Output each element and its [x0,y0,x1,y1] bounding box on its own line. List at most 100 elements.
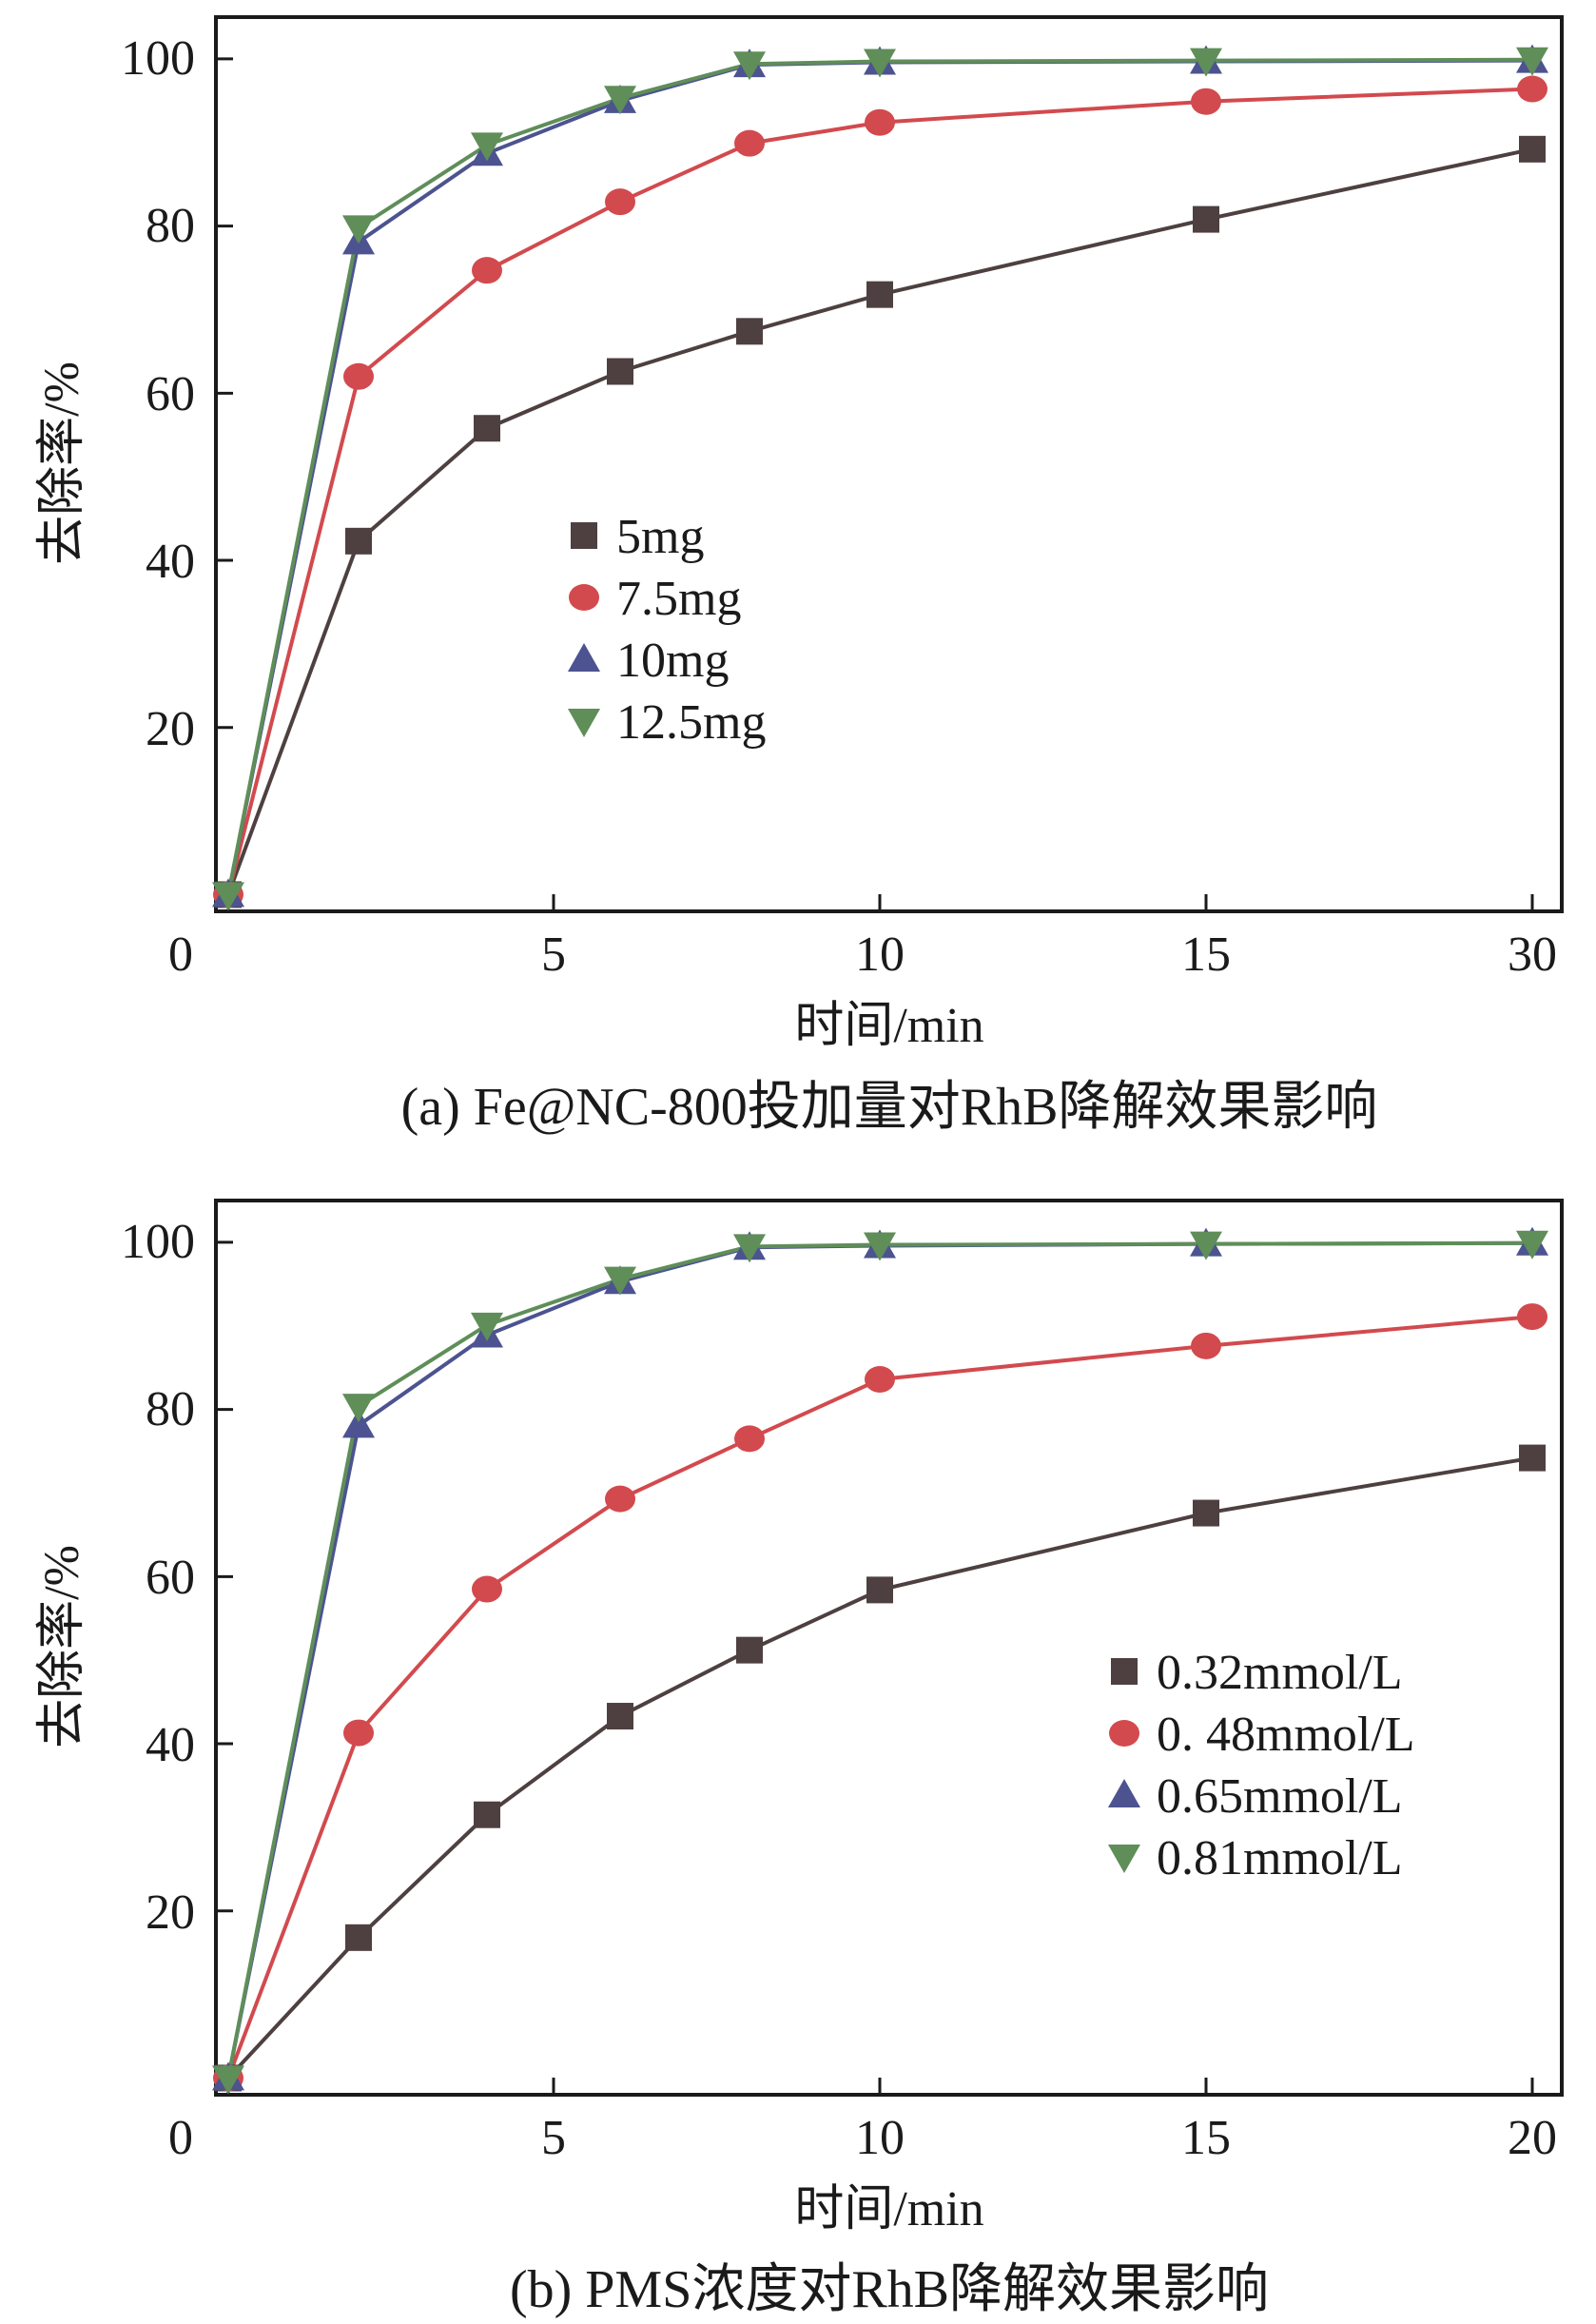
data-point-s1 [866,1576,893,1604]
x-tick-label: 0 [168,928,193,982]
x-axis-label: 时间/min [794,2182,983,2236]
legend-marker-shape [1108,1779,1140,1807]
data-point-s4 [1516,1230,1548,1260]
x-tick-labels: 0 5 10 15 30 [168,928,1557,982]
legend-marker-shape [571,522,597,549]
series-line-1 [226,1455,1533,2080]
legend-label: 0.32mmol/L [1157,1646,1403,1700]
data-point-s4 [864,49,896,78]
legend-label: 0. 48mmol/L [1157,1708,1415,1762]
panel-b: 0 5 10 15 20 20 40 60 80 100 时间/min 去除率/… [35,1199,1564,2319]
y-tick-label: 20 [146,1885,195,1940]
data-point-s4 [733,1234,766,1263]
series-line-4 [226,1240,1533,2079]
data-point-s2 [1517,1303,1547,1331]
legend-marker [1109,1720,1139,1747]
legend-marker [1108,1779,1140,1807]
y-tick-label: 80 [146,1382,195,1436]
series-layer [212,44,1548,911]
legend-marker-shape [569,584,599,611]
series-line-2 [226,87,1533,895]
y-tick-label: 40 [146,1718,195,1772]
data-point-s2 [734,129,765,157]
legend-label: 5mg [616,510,704,564]
x-axis-label: 时间/min [794,999,983,1053]
data-point-s2 [343,362,374,390]
ticks [216,57,1534,911]
data-point-s4 [471,1312,503,1341]
legend-marker [1111,1658,1138,1685]
data-point-s1 [1519,135,1546,163]
legend-label: 0.81mmol/L [1157,1831,1403,1885]
data-point-s1 [866,281,893,308]
data-point-s1 [1519,1444,1546,1472]
data-point-s1 [345,1924,372,1951]
legend-label: 10mg [616,634,729,688]
plot-frame [214,15,1564,913]
data-point-s1 [474,415,500,442]
legend-label: 0.65mmol/L [1157,1769,1403,1824]
y-tick-label: 60 [146,1551,195,1605]
legend-marker-shape [568,709,600,737]
data-point-s1 [474,1801,500,1828]
x-tick-labels: 0 5 10 15 20 [168,2111,1557,2165]
y-tick-label: 40 [146,535,195,589]
y-axis-label: 去除率/% [35,361,89,565]
panel-a: 0 5 10 15 30 20 40 60 80 100 时间/min 去除率/… [35,15,1564,1137]
y-tick-label: 60 [146,367,195,421]
x-tick-label: 15 [1181,2111,1231,2165]
data-point-s2 [1191,88,1221,115]
legend: 0.32mmol/L 0. 48mmol/L 0.65mmol/L 0.81mm… [1108,1646,1415,1885]
series-layer [212,1226,1548,2095]
series-line-4 [226,57,1533,895]
data-point-s4 [1516,47,1548,76]
data-point-s4 [604,1266,636,1296]
data-point-s1 [345,527,372,555]
data-point-s2 [605,1485,635,1513]
x-tick-label: 30 [1508,928,1557,982]
legend-label: 7.5mg [616,572,741,626]
series-line-1 [226,146,1533,896]
data-point-s2 [472,1575,502,1603]
data-point-s1 [1193,205,1219,233]
data-point-s4 [733,51,766,81]
data-point-s4 [471,132,503,162]
y-tick-label: 20 [146,702,195,756]
legend-marker [568,709,600,737]
legend-label: 12.5mg [616,695,766,750]
data-point-s2 [605,188,635,216]
legend-marker-shape [1108,1845,1140,1873]
plot-frame [214,1199,1564,2097]
data-point-s4 [212,882,244,911]
figure-caption: (a) Fe@NC-800投加量对RhB降解效果影响 [401,1078,1378,1137]
legend-marker-shape [1111,1658,1138,1685]
data-point-s2 [1517,75,1547,103]
data-point-s1 [736,318,763,345]
legend-marker-shape [568,643,600,672]
y-tick-labels: 20 40 60 80 100 [121,1215,195,1940]
y-tick-label: 80 [146,199,195,253]
legend-marker [569,584,599,611]
data-point-s1 [607,358,633,385]
data-point-s2 [472,257,502,284]
data-point-s4 [342,1394,375,1423]
data-point-s2 [865,108,895,136]
data-point-s4 [1190,48,1222,77]
data-point-s2 [1191,1332,1221,1359]
data-point-s4 [212,2065,244,2095]
legend-marker [1108,1845,1140,1873]
x-tick-label: 20 [1508,2111,1557,2165]
data-point-s2 [734,1425,765,1453]
x-tick-label: 10 [855,928,905,982]
x-tick-label: 15 [1181,928,1231,982]
data-point-s4 [604,86,636,115]
data-point-s4 [864,1232,896,1261]
y-tick-labels: 20 40 60 80 100 [121,31,195,756]
y-tick-label: 100 [121,1215,195,1269]
x-tick-label: 5 [541,2111,566,2165]
x-tick-label: 0 [168,2111,193,2165]
x-tick-label: 5 [541,928,566,982]
y-axis-label: 去除率/% [35,1545,89,1748]
legend-marker [568,643,600,672]
